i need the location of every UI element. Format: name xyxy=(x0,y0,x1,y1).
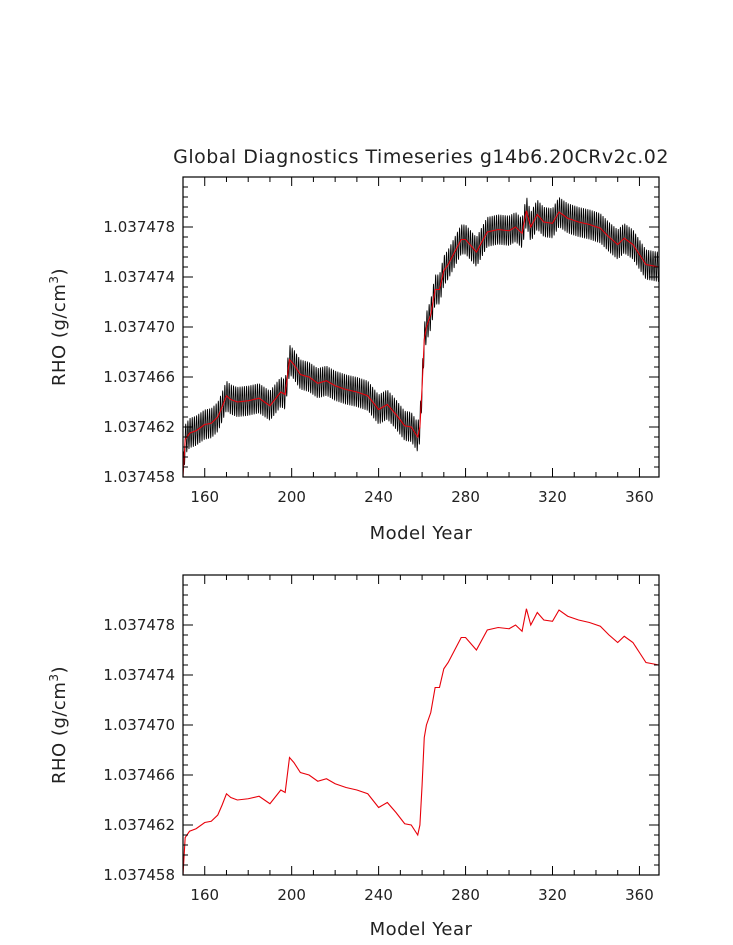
x-tick-label: 240 xyxy=(364,488,393,506)
y-axis-label-close: ) xyxy=(49,666,70,674)
y-tick-label: 1.037466 xyxy=(103,766,175,784)
y-axis-label: RHO (g/cm3) xyxy=(47,666,70,784)
y-tick-label: 1.037470 xyxy=(103,716,175,734)
y-axis-label-text: RHO (g/cm xyxy=(49,682,70,784)
x-tick-label: 280 xyxy=(451,886,480,904)
x-tick-label: 200 xyxy=(277,886,306,904)
x-tick-label: 360 xyxy=(625,886,654,904)
series-line-monthly xyxy=(182,197,660,478)
x-axis-label: Model Year xyxy=(370,523,473,544)
plot-area xyxy=(182,197,660,478)
y-tick-label: 1.037458 xyxy=(103,866,175,884)
x-tick-label: 160 xyxy=(190,488,219,506)
x-tick-label: 280 xyxy=(451,488,480,506)
series-line-annual-mean xyxy=(182,210,660,478)
y-tick-label: 1.037458 xyxy=(103,468,175,486)
y-tick-label: 1.037470 xyxy=(103,318,175,336)
y-tick-label: 1.037474 xyxy=(103,268,175,286)
chart-title: Global Diagnostics Timeseries g14b6.20CR… xyxy=(173,146,669,168)
x-axis-label: Model Year xyxy=(370,919,473,940)
y-axis-label-text: RHO (g/cm xyxy=(49,284,70,386)
plot-area xyxy=(182,608,660,876)
x-tick-label: 360 xyxy=(625,488,654,506)
axis-ticks: 160 200 240 280 320 360 1.037458 1.037462 1.0374… xyxy=(103,177,659,506)
x-tick-label: 240 xyxy=(364,886,393,904)
y-tick-label: 1.037474 xyxy=(103,666,175,684)
bottom-panel: 160 200 240 280 320 360 1.037458 1.037462 1.0374… xyxy=(47,574,660,940)
x-tick-label: 320 xyxy=(538,886,567,904)
y-axis-label-close: ) xyxy=(49,268,70,276)
top-panel: Global Diagnostics Timeseries g14b6.20CR… xyxy=(47,146,669,544)
y-tick-label: 1.037478 xyxy=(103,218,175,236)
x-tick-label: 320 xyxy=(538,488,567,506)
y-axis-label-sup: 3 xyxy=(47,276,61,284)
axis-ticks: 160 200 240 280 320 360 1.037458 1.037462 1.0374… xyxy=(103,575,659,904)
y-tick-label: 1.037462 xyxy=(103,418,175,436)
y-axis-label: RHO (g/cm3) xyxy=(47,268,70,386)
series-line-annual-mean xyxy=(182,608,660,876)
y-tick-label: 1.037478 xyxy=(103,616,175,634)
x-tick-label: 160 xyxy=(190,886,219,904)
y-tick-label: 1.037462 xyxy=(103,816,175,834)
x-tick-label: 200 xyxy=(277,488,306,506)
y-tick-label: 1.037466 xyxy=(103,368,175,386)
y-axis-label-sup: 3 xyxy=(47,674,61,682)
plot-frame xyxy=(182,574,660,876)
